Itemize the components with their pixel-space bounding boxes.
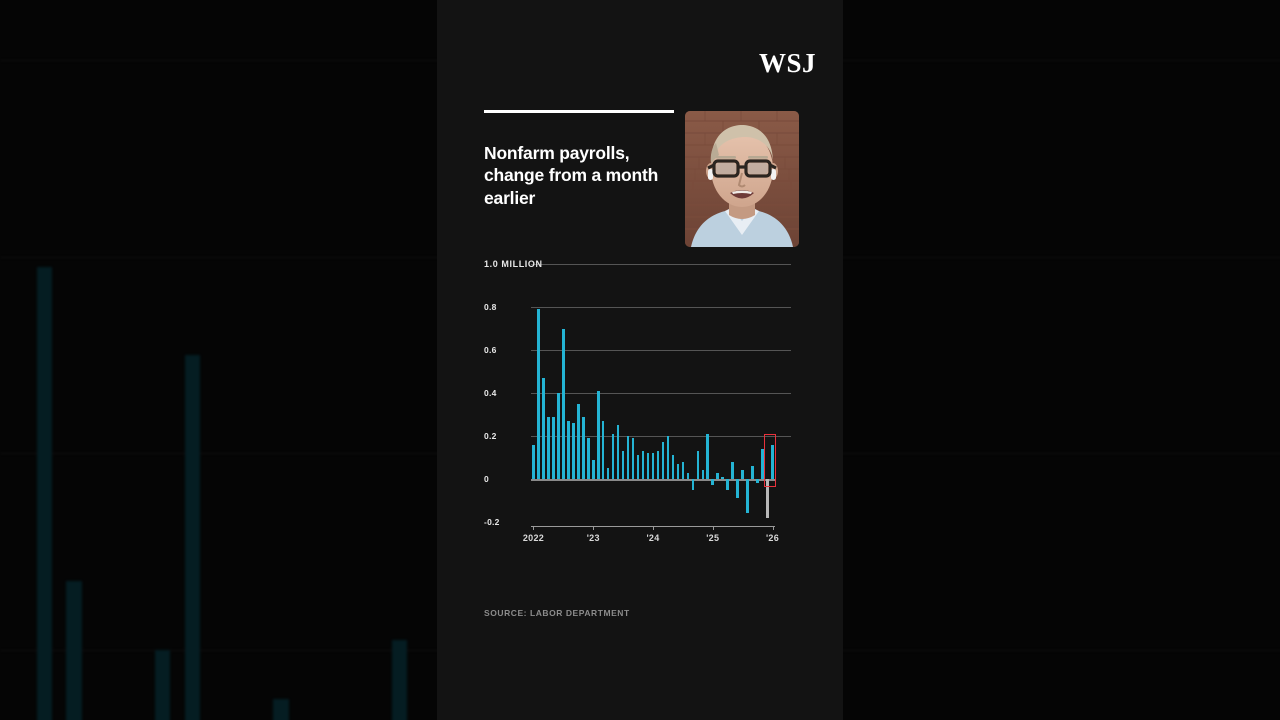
chart-bar: [552, 416, 555, 479]
chart-bar: [577, 403, 580, 479]
chart-bar: [741, 470, 744, 479]
chart-bar: [626, 436, 630, 479]
x-axis-tick: [712, 526, 714, 530]
chart-bar: [731, 461, 734, 479]
chart-bar: [631, 438, 635, 479]
chart-bar: [572, 423, 575, 479]
chart-bar: [611, 433, 615, 479]
chart-bar: [581, 416, 585, 479]
speaker-headshot: [685, 111, 799, 247]
chart-bar: [596, 390, 600, 479]
chart-plot-area: [531, 264, 777, 522]
bar-chart: 1.0 MILLION 0.8 0.6 0.4 0.2 0 -0.2 2022 '23 '24 '…: [484, 259, 804, 554]
x-axis-tick: [533, 526, 535, 530]
chart-bar: [771, 444, 774, 479]
background-chart-bar: [155, 650, 171, 720]
wsj-logo: WSJ: [758, 48, 816, 78]
x-axis-label: '26: [765, 533, 780, 543]
gridline: [531, 393, 791, 394]
chart-bar: [711, 479, 715, 486]
x-axis-tick: [653, 526, 654, 530]
chart-bar: [696, 451, 700, 479]
gridline: [531, 264, 791, 265]
chart-bar: [636, 455, 640, 479]
chart-bar: [547, 416, 550, 479]
background-chart-bar: [36, 266, 53, 720]
chart-bar: [557, 393, 560, 479]
chart-bar: [641, 451, 645, 479]
chart-bar: [586, 438, 590, 479]
y-axis-label: 0.2: [484, 431, 497, 441]
headshot-illustration: [685, 111, 799, 247]
chart-bar: [721, 476, 724, 479]
gridline: [531, 350, 791, 351]
gridline: [531, 307, 791, 308]
title-divider: [484, 110, 674, 113]
y-axis-label: 0.8: [484, 302, 497, 312]
chart-bar: [766, 479, 769, 518]
chart-bar: [591, 459, 595, 479]
chart-bar: [726, 479, 729, 490]
chart-bar: [736, 479, 739, 499]
chart-bar: [567, 420, 570, 479]
chart-bar: [656, 451, 660, 479]
chart-bar: [676, 463, 680, 479]
page-title: Nonfarm payrolls, change from a month ea…: [484, 143, 659, 208]
chart-bar: [621, 451, 625, 479]
chart-bar: [716, 472, 720, 479]
chart-bar: [706, 433, 710, 479]
y-axis-label: 0.4: [484, 388, 497, 398]
chart-bar: [671, 455, 675, 479]
chart-bar: [532, 444, 535, 479]
chart-bar: [666, 436, 670, 479]
chart-bar: [601, 420, 605, 479]
x-axis-tick: [593, 526, 595, 530]
x-axis-tick: [772, 526, 774, 530]
chart-source: SOURCE: LABOR DEPARTMENT: [484, 608, 630, 618]
y-axis-label: 0: [484, 474, 489, 484]
chart-bar: [701, 470, 705, 479]
chart-bar: [616, 425, 620, 479]
chart-bar: [761, 448, 764, 479]
chart-bar: [681, 461, 685, 479]
chart-bar: [537, 309, 540, 479]
x-axis-label: '24: [646, 533, 660, 543]
chart-bar: [562, 328, 565, 479]
zero-line: [531, 479, 775, 481]
chart-bar: [691, 479, 695, 490]
x-axis-label: '23: [586, 533, 600, 543]
x-axis-label: '25: [706, 533, 720, 543]
y-axis-label: -0.2: [484, 517, 500, 527]
chart-bar: [661, 442, 665, 479]
background-chart-bar: [66, 581, 82, 720]
chart-bar: [686, 472, 690, 479]
chart-bar: [751, 466, 754, 479]
gridline: [531, 436, 791, 437]
y-axis-label: 1.0 MILLION: [484, 259, 543, 269]
background-chart-bar: [273, 699, 289, 720]
chart-bar: [756, 479, 759, 484]
chart-bar: [651, 453, 655, 479]
chart-bar: [746, 479, 749, 514]
chart-bar: [542, 377, 545, 479]
video-card: WSJ Nonfarm payrolls, change from a mont…: [437, 0, 843, 720]
chart-bar: [646, 453, 650, 479]
background-chart-bar: [391, 640, 408, 720]
y-axis-label: 0.6: [484, 345, 497, 355]
x-axis-label: 2022: [522, 533, 545, 543]
chart-bar: [606, 468, 610, 479]
background-chart-bar: [184, 355, 201, 720]
highlight-box-annotation: [763, 433, 777, 487]
